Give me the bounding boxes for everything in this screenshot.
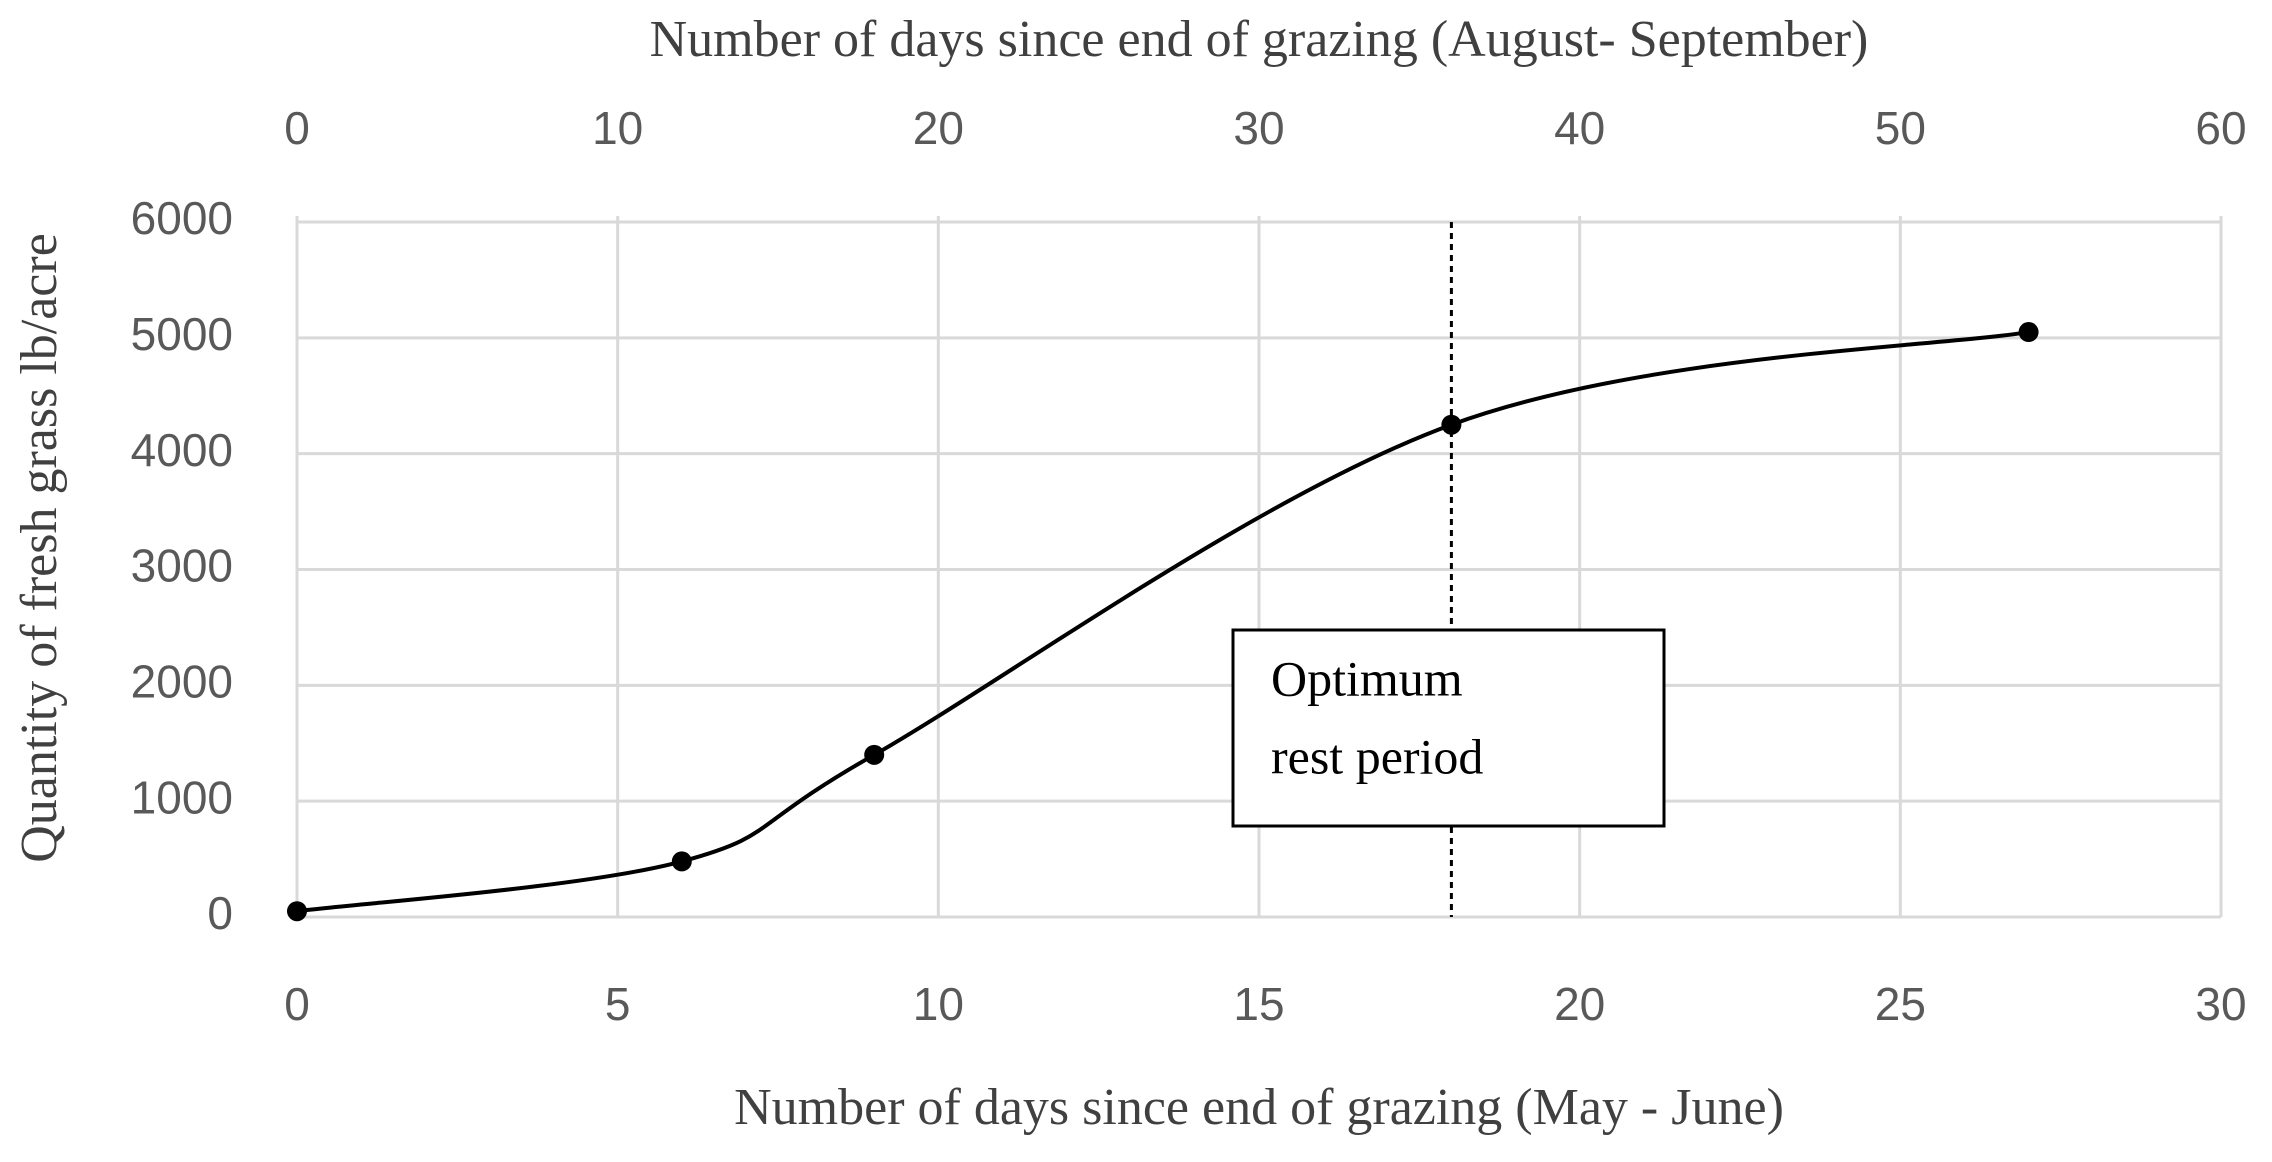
data-point <box>864 744 885 765</box>
x-tick-label: 15 <box>1233 978 1284 1030</box>
y-tick-label: 0 <box>207 887 233 939</box>
y-tick-label: 6000 <box>131 192 233 244</box>
x-tick-label: 20 <box>1554 978 1605 1030</box>
x-tick-label: 25 <box>1875 978 1926 1030</box>
x-tick-label: 30 <box>2195 978 2246 1030</box>
grid <box>295 216 2223 919</box>
data-line <box>296 330 2029 914</box>
x-tick-label: 0 <box>284 978 310 1030</box>
data-point <box>1441 414 1462 435</box>
annotation-line: rest period <box>1271 728 1483 784</box>
y-tick-label: 5000 <box>131 308 233 360</box>
x2-tick-label: 20 <box>913 102 964 154</box>
x-tick-label: 5 <box>605 978 631 1030</box>
x2-tick-label: 60 <box>2195 102 2246 154</box>
y-tick-label: 2000 <box>131 655 233 707</box>
x2-tick-label: 30 <box>1233 102 1284 154</box>
x2-tick-label: 40 <box>1554 102 1605 154</box>
x2-tick-label: 0 <box>284 102 310 154</box>
data-point <box>671 851 692 872</box>
x2-axis-title: Number of days since end of grazing (Aug… <box>650 11 1869 68</box>
data-point <box>287 901 307 922</box>
x-axis-title: Number of days since end of grazing (May… <box>734 1079 1784 1136</box>
y-tick-label: 3000 <box>131 540 233 592</box>
x2-tick-label: 10 <box>592 102 643 154</box>
x2-tick-label: 50 <box>1875 102 1926 154</box>
y-tick-label: 4000 <box>131 424 233 476</box>
annotation-box <box>1231 628 1666 828</box>
annotation-line: Optimum <box>1271 650 1463 706</box>
y-axis-title: Quantity of fresh grass lb/acre <box>11 233 68 863</box>
marks <box>287 222 2039 922</box>
x-tick-label: 10 <box>913 978 964 1030</box>
y-tick-label: 1000 <box>131 771 233 823</box>
data-point <box>2018 322 2039 343</box>
